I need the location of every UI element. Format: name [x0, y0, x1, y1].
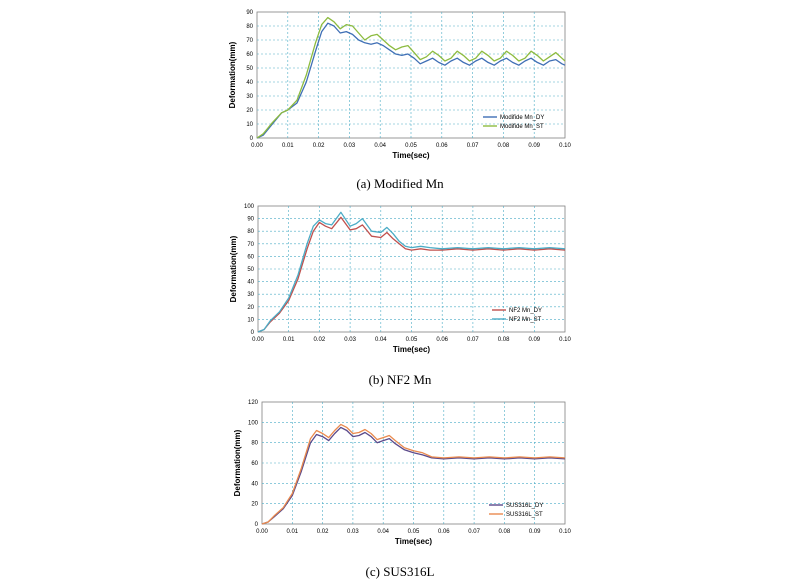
x-tick-label: 0.07	[468, 529, 480, 535]
y-tick-label: 70	[246, 38, 253, 44]
chart-panel-c: 0.00 0.01 0.02 0.03 0.04 0.05 0.06 0.07 0.08 0.09…	[0, 392, 800, 562]
y-tick-label: 30	[246, 94, 253, 100]
series-line-1	[257, 216, 566, 333]
x-tick-label: 0.06	[438, 529, 450, 535]
y-tick-label: 50	[246, 66, 253, 72]
series-line-1	[256, 22, 566, 139]
y-tick-label: 20	[251, 502, 258, 508]
y-tick-label: 80	[247, 229, 254, 235]
y-tick-label: 60	[247, 254, 254, 260]
x-tick-label: 0.04	[374, 143, 386, 149]
x-tick-label: 0.07	[467, 337, 479, 343]
x-tick-label: 0.01	[286, 529, 298, 535]
y-tick-label: 80	[251, 441, 258, 447]
x-tick-label: 0.01	[283, 337, 295, 343]
y-tick-label: 10	[246, 122, 253, 128]
legend-label: NF2 Mn_DY	[509, 308, 542, 314]
y-tick-label: 40	[251, 481, 258, 487]
x-tick-label: 0.06	[436, 337, 448, 343]
x-tick-label: 0.05	[406, 337, 418, 343]
x-tick-label: 0.09	[528, 337, 540, 343]
legend-label: SUS316L_ST	[506, 512, 543, 518]
x-tick-label: 0.08	[498, 143, 510, 149]
x-tick-label: 0.01	[282, 143, 294, 149]
chart-nf2-mn: 0.00 0.01 0.02 0.03 0.04 0.05 0.06 0.07 0.08 0.09…	[229, 204, 571, 354]
series-line-1	[261, 426, 566, 525]
y-tick-label: 90	[247, 217, 254, 223]
y-axis-label: Deformation(mm)	[229, 235, 238, 302]
y-tick-label: 40	[247, 280, 254, 286]
chart-panel-a: 0.00 0.01 0.02 0.03 0.04 0.05 0.06 0.07 0.08 0.09…	[0, 0, 800, 170]
y-tick-label: 80	[246, 24, 253, 30]
y-tick-label: 50	[247, 267, 254, 273]
x-tick-label: 0.00	[252, 337, 264, 343]
y-tick-label: 60	[251, 461, 258, 467]
x-axis-label: Time(sec)	[393, 345, 431, 354]
x-tick-label: 0.02	[317, 529, 329, 535]
chart-caption-a: (a) Modified Mn	[356, 176, 444, 191]
legend-label: NF2 Mn_ST	[509, 317, 542, 323]
y-tick-label: 20	[246, 108, 253, 114]
y-tick-label: 120	[248, 400, 259, 406]
x-tick-label: 0.08	[498, 337, 510, 343]
legend-label: SUS316L_DY	[506, 503, 543, 509]
chart-panel-b: 0.00 0.01 0.02 0.03 0.04 0.05 0.06 0.07 0.08 0.09…	[0, 198, 800, 370]
chart-modified-mn: 0.00 0.01 0.02 0.03 0.04 0.05 0.06 0.07 0.08 0.09…	[228, 10, 571, 160]
y-axis-label: Deformation(mm)	[233, 429, 242, 496]
y-tick-label: 100	[248, 420, 259, 426]
y-tick-label: 0	[250, 136, 254, 142]
y-tick-label: 0	[255, 522, 259, 528]
series-line-2	[256, 16, 566, 139]
y-tick-label: 30	[247, 292, 254, 298]
y-tick-label: 70	[247, 242, 254, 248]
x-tick-label: 0.05	[408, 529, 420, 535]
x-tick-label: 0.02	[313, 143, 325, 149]
x-tick-label: 0.07	[467, 143, 479, 149]
x-tick-label: 0.04	[375, 337, 387, 343]
series-line-2	[257, 211, 566, 333]
chart-caption-b: (b) NF2 Mn	[368, 372, 432, 387]
x-axis-label: Time(sec)	[395, 537, 433, 546]
x-tick-label: 0.08	[499, 529, 511, 535]
x-tick-label: 0.03	[344, 143, 356, 149]
chart-sus316l: 0.00 0.01 0.02 0.03 0.04 0.05 0.06 0.07 0.08 0.09…	[233, 400, 571, 546]
legend-label: Modifide Mn_DY	[500, 115, 544, 121]
x-tick-label: 0.02	[314, 337, 326, 343]
y-tick-label: 90	[246, 10, 253, 16]
y-tick-label: 60	[246, 52, 253, 58]
x-axis-label: Time(sec)	[392, 151, 430, 160]
x-tick-label: 0.10	[559, 337, 571, 343]
y-axis-label: Deformation(mm)	[228, 41, 237, 108]
series-line-2	[261, 423, 566, 525]
x-tick-label: 0.04	[377, 529, 389, 535]
x-tick-label: 0.10	[559, 529, 571, 535]
y-tick-label: 20	[247, 305, 254, 311]
x-tick-label: 0.03	[344, 337, 356, 343]
x-tick-label: 0.00	[256, 529, 268, 535]
y-tick-label: 100	[244, 204, 255, 210]
x-tick-label: 0.10	[559, 143, 571, 149]
x-tick-label: 0.06	[436, 143, 448, 149]
x-tick-label: 0.03	[347, 529, 359, 535]
chart-caption-c: (c) SUS316L	[365, 564, 435, 579]
y-tick-label: 10	[247, 317, 254, 323]
x-tick-label: 0.09	[528, 143, 540, 149]
x-tick-label: 0.09	[529, 529, 541, 535]
y-tick-label: 0	[251, 330, 255, 336]
legend-label: Modifide Mn_ST	[500, 124, 544, 130]
x-tick-label: 0.00	[251, 143, 263, 149]
x-tick-label: 0.05	[405, 143, 417, 149]
y-tick-label: 40	[246, 80, 253, 86]
